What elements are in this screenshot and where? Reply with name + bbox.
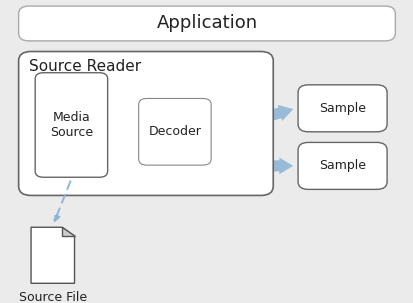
FancyBboxPatch shape: [297, 85, 386, 132]
FancyBboxPatch shape: [19, 6, 394, 41]
FancyBboxPatch shape: [297, 142, 386, 189]
Text: Sample: Sample: [318, 159, 365, 172]
Polygon shape: [62, 227, 74, 236]
Text: Source File: Source File: [19, 291, 87, 303]
Text: Decoder: Decoder: [148, 125, 201, 138]
Text: Application: Application: [156, 15, 257, 32]
Text: Source Reader: Source Reader: [29, 59, 141, 74]
Text: Media
Source: Media Source: [50, 111, 93, 139]
FancyArrowPatch shape: [111, 120, 133, 136]
FancyArrowPatch shape: [214, 105, 293, 136]
FancyArrowPatch shape: [112, 158, 292, 174]
FancyBboxPatch shape: [138, 98, 211, 165]
FancyBboxPatch shape: [19, 52, 273, 195]
FancyBboxPatch shape: [35, 73, 107, 177]
Text: Sample: Sample: [318, 102, 365, 115]
Polygon shape: [31, 227, 74, 283]
